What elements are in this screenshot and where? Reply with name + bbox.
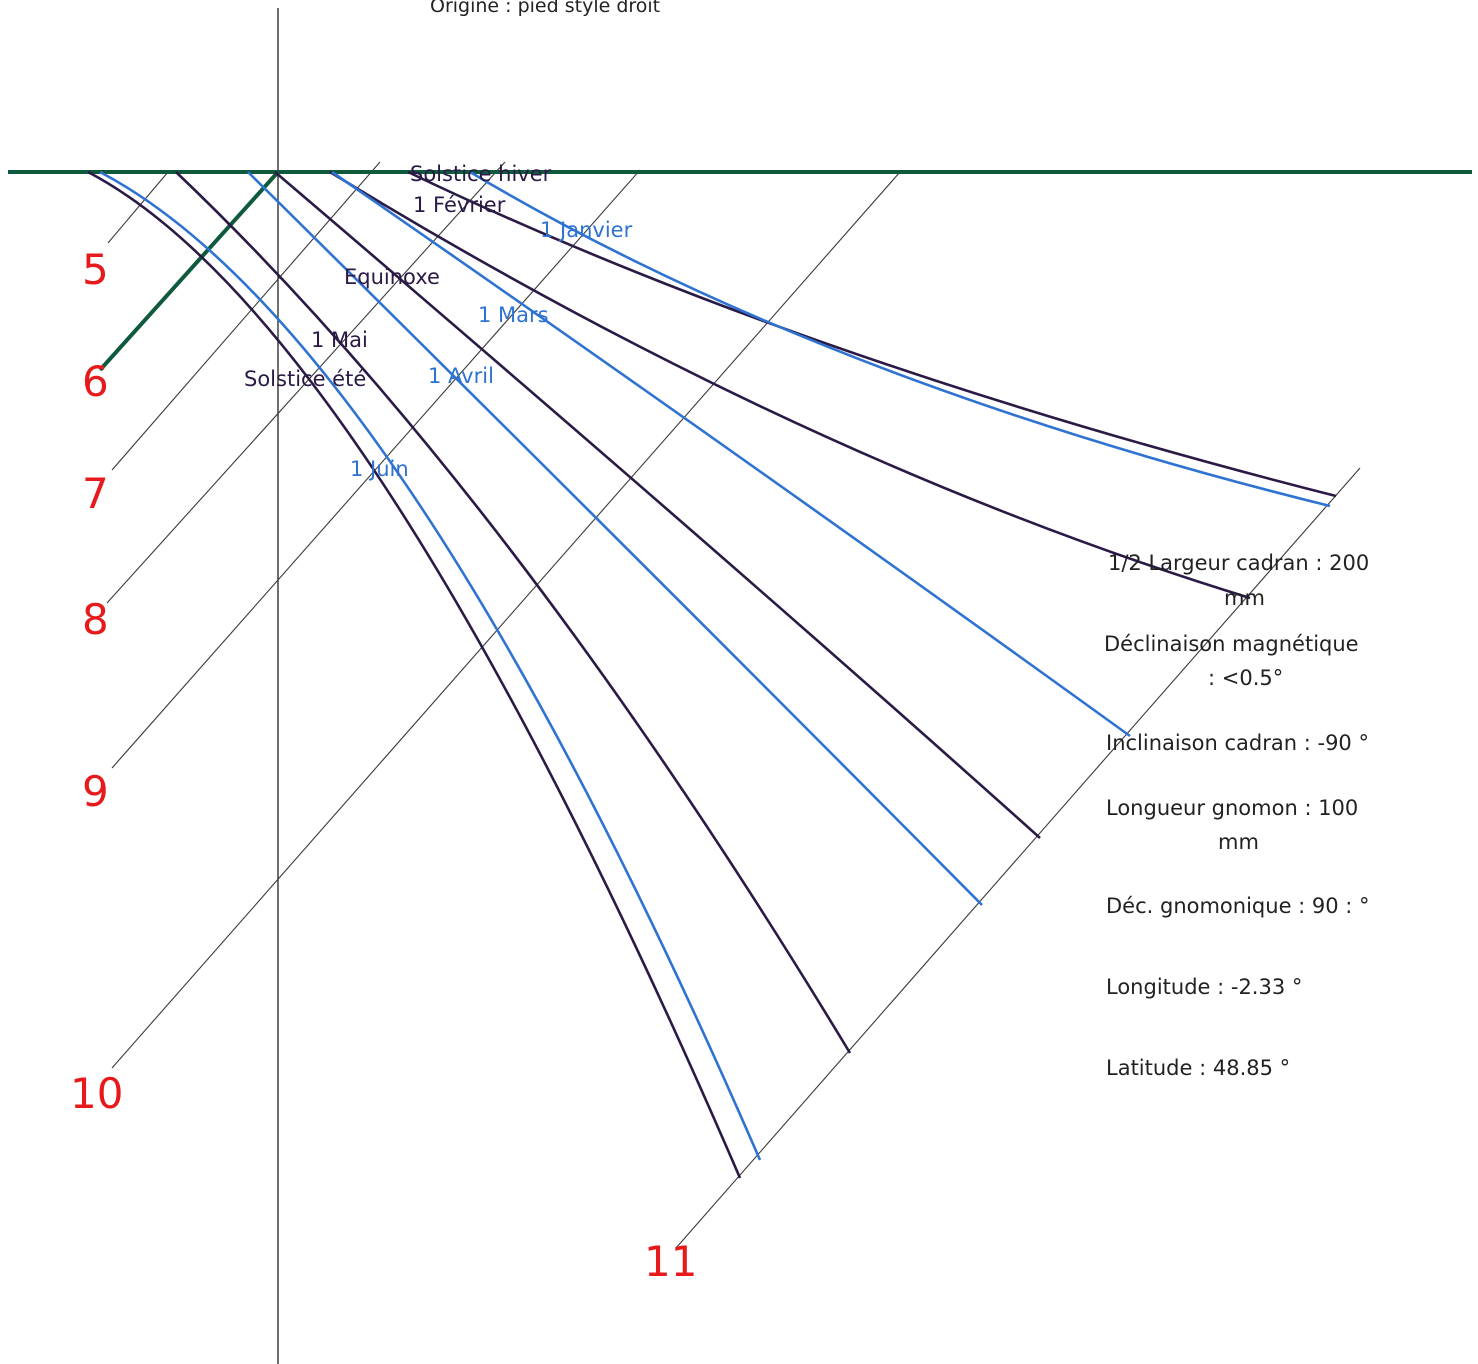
hour-number-11: 11: [644, 1237, 697, 1286]
label-equinoxe: Equinoxe: [344, 265, 440, 289]
curve-solstice-ete: [87, 170, 742, 1179]
label-1-janvier: 1 Janvier: [540, 218, 633, 242]
label-1-juin: 1 Juin: [350, 457, 409, 481]
hour-number-6: 6: [82, 357, 109, 406]
label-1-fevrier: 1 Février: [413, 193, 506, 217]
latitude: Latitude : 48.85 °: [1106, 1056, 1290, 1080]
curve-1-juin: [99, 170, 762, 1161]
inclinaison-cadran: Inclinaison cadran : -90 °: [1106, 731, 1369, 755]
hour-number-10: 10: [70, 1069, 123, 1118]
hour-line-9: [111, 169, 641, 769]
declinaison-mag-line2: : <0.5°: [1208, 666, 1283, 690]
hour-number-5: 5: [82, 245, 109, 294]
curve-1-mars: [331, 170, 1131, 738]
longitude: Longitude : -2.33 °: [1106, 975, 1302, 999]
gnomon-line2: mm: [1218, 830, 1259, 854]
label-1-mars: 1 Mars: [478, 303, 549, 327]
origin-note: Origine : pied style droit: [430, 0, 660, 17]
label-1-avril: 1 Avril: [428, 364, 494, 388]
half-width-line2: mm: [1224, 586, 1265, 610]
hour-lines: [106, 161, 1361, 1249]
hour-line-7: [111, 161, 381, 471]
dec-gnomonique: Déc. gnomonique : 90 : °: [1106, 894, 1370, 918]
curve-solstice-hiver: [407, 170, 1337, 498]
declinaison-mag-line1: Déclinaison magnétique: [1104, 632, 1359, 656]
curve-1-mai: [175, 171, 852, 1054]
hour-line-11: [675, 467, 1361, 1249]
half-width-line1: 1/2 Largeur cadran : 200: [1108, 551, 1369, 575]
curve-labels: Solstice hiver 1 Février 1 Janvier Equin…: [244, 162, 633, 481]
hour-number-8: 8: [82, 595, 109, 644]
hour-number-9: 9: [82, 767, 109, 816]
hour-numbers: 5 6 7 8 9 10 11: [70, 245, 697, 1286]
curve-equinoxe: [274, 171, 1041, 839]
dial-parameters: 1/2 Largeur cadran : 200 mm Déclinaison …: [1104, 551, 1370, 1080]
date-curves: [87, 170, 1337, 1179]
gnomon-line1: Longueur gnomon : 100: [1106, 796, 1358, 820]
label-solstice-hiver: Solstice hiver: [410, 162, 552, 186]
style-substyle-line: [98, 170, 280, 372]
curve-1-avril: [247, 171, 983, 906]
hour-number-7: 7: [82, 469, 109, 518]
label-solstice-ete: Solstice été: [244, 367, 366, 391]
curve-1-fevrier: [329, 170, 1251, 600]
hour-line-5: [107, 171, 169, 244]
curve-1-janvier: [469, 170, 1331, 508]
label-1-mai: 1 Mai: [311, 328, 368, 352]
